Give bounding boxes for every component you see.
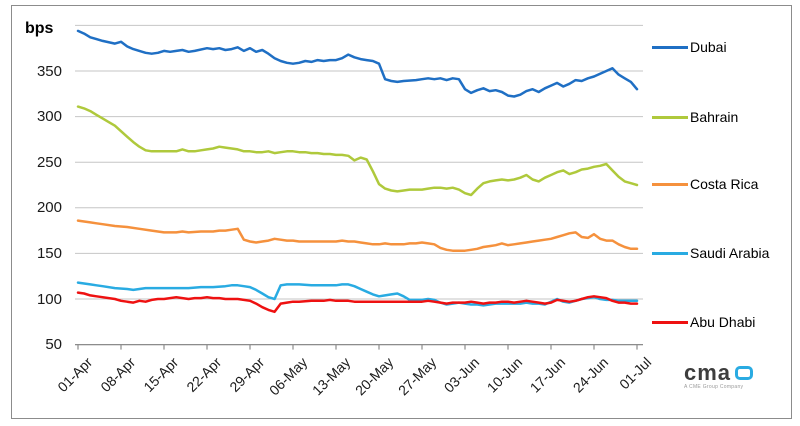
y-tick-label-300: 300 — [36, 108, 62, 126]
y-tick-label-150: 150 — [36, 244, 62, 262]
legend-label-dubai: Dubai — [690, 39, 727, 55]
chart-border — [11, 5, 792, 419]
y-tick-label-50: 50 — [45, 336, 62, 354]
legend-label-saudi-arabia: Saudi Arabia — [690, 245, 770, 261]
cma-logo-mark-icon — [735, 366, 754, 380]
y-tick-label-350: 350 — [36, 62, 62, 80]
legend-label-abu-dhabi: Abu Dhabi — [690, 314, 756, 330]
legend-label-costa-rica: Costa Rica — [690, 176, 759, 192]
series-line-bahrain — [76, 105, 639, 197]
legend-item-abu-dhabi: Abu Dhabi — [652, 313, 798, 331]
legend-swatch-saudi-arabia — [652, 251, 688, 255]
cma-logo-text: cma — [684, 360, 732, 385]
legend-swatch-abu-dhabi — [652, 320, 688, 324]
cma-logo-subtext: A CME Group Company — [684, 384, 744, 390]
legend-item-saudi-arabia: Saudi Arabia — [652, 244, 798, 262]
cma-logo: cma A CME Group Company — [684, 360, 784, 390]
series-line-dubai — [76, 29, 639, 98]
legend-item-costa-rica: Costa Rica — [652, 175, 798, 193]
series-line-costa-rica — [76, 219, 639, 252]
legend-item-dubai: Dubai — [652, 38, 798, 56]
y-axis-unit-label: bps — [25, 20, 54, 37]
y-tick-label-100: 100 — [36, 290, 62, 308]
legend-swatch-bahrain — [652, 115, 688, 119]
y-tick-label-200: 200 — [36, 199, 62, 217]
legend-label-bahrain: Bahrain — [690, 109, 739, 125]
legend-item-bahrain: Bahrain — [652, 108, 798, 126]
series-line-abu-dhabi — [76, 291, 639, 314]
legend-swatch-dubai — [652, 45, 688, 49]
legend-swatch-costa-rica — [652, 182, 688, 186]
y-tick-label-250: 250 — [36, 153, 62, 171]
